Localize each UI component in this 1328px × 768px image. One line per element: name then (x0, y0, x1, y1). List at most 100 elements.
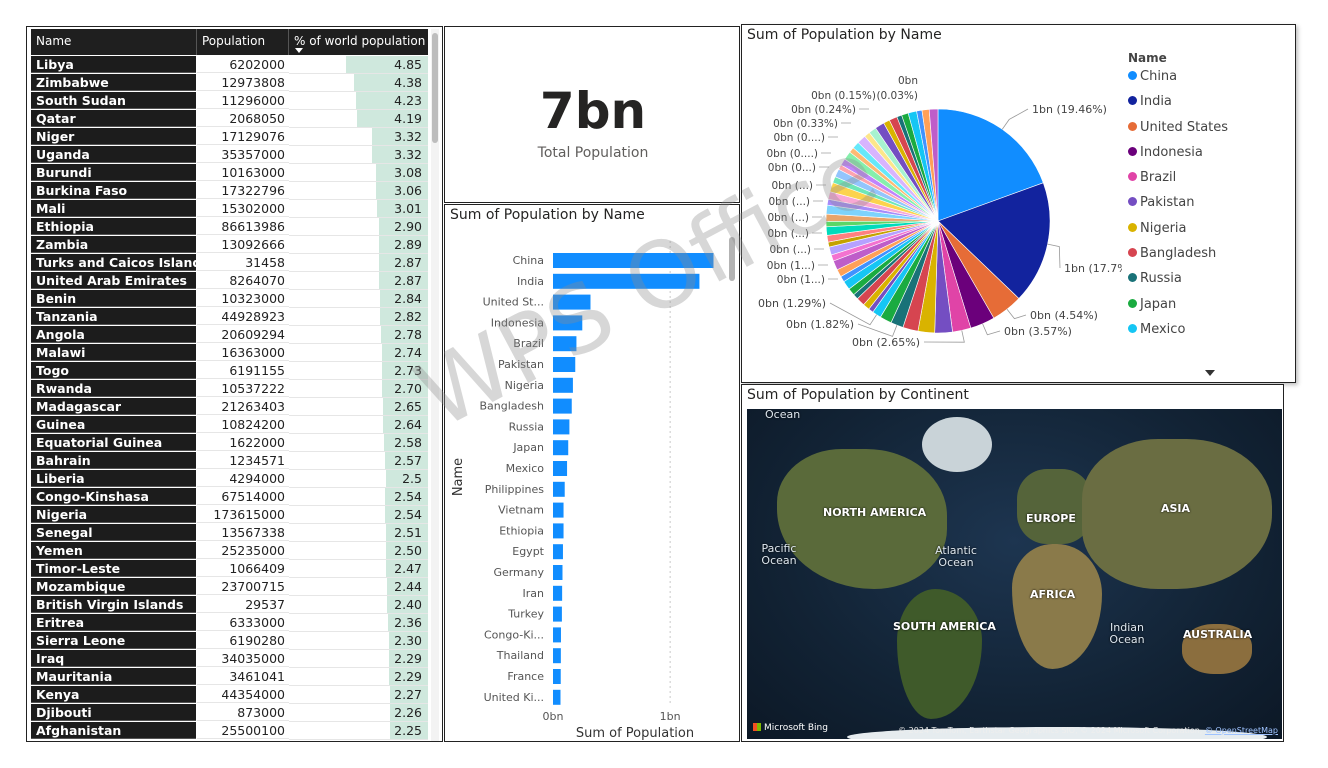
table-row[interactable]: Niger 17129076 3.32 (31, 128, 428, 146)
table-row[interactable]: Togo 6191155 2.73 (31, 362, 428, 380)
table-row[interactable]: Turks and Caicos Islands 31458 2.87 (31, 254, 428, 272)
legend-item-pakistan[interactable]: Pakistan (1128, 195, 1288, 220)
bar-pakistan[interactable] (553, 357, 576, 372)
table-row[interactable]: Djibouti 873000 2.26 (31, 704, 428, 722)
column-header-population[interactable]: Population (197, 29, 289, 55)
pie-small-label: 0bn (0.24%) (791, 104, 856, 116)
table-row[interactable]: Equatorial Guinea 1622000 2.58 (31, 434, 428, 452)
bar-indonesia[interactable] (553, 315, 583, 331)
pie-chart[interactable]: 1bn (19.46%) 1bn (17.7%) 0bn (4.54%) 0bn (3… (742, 25, 1122, 383)
table-row[interactable]: Mozambique 23700715 2.44 (31, 578, 428, 596)
table-row[interactable]: South Sudan 11296000 4.23 (31, 92, 428, 110)
scrollbar-thumb[interactable] (432, 33, 438, 143)
bar-philippines[interactable] (553, 481, 565, 497)
cell-population: 6190280 (197, 632, 289, 649)
table-header: Name Population % of world population (31, 29, 428, 55)
legend-item-united-states[interactable]: United States (1128, 120, 1288, 145)
table-row[interactable]: Afghanistan 25500100 2.25 (31, 722, 428, 740)
bar-united-st-[interactable] (553, 294, 591, 310)
bar-thailand[interactable] (553, 648, 561, 664)
table-row[interactable]: Burkina Faso 17322796 3.06 (31, 182, 428, 200)
world-map[interactable]: Ocean NORTH AMERICA EUROPE ASIA AFRICA S… (747, 409, 1282, 739)
table-row[interactable]: Libya 6202000 4.85 (31, 56, 428, 74)
table-row[interactable]: Ethiopia 86613986 2.90 (31, 218, 428, 236)
bar-vietnam[interactable] (553, 502, 564, 518)
bar-congo-ki-[interactable] (553, 627, 561, 643)
pie-slice-other[interactable] (928, 108, 939, 222)
table-row[interactable]: Rwanda 10537222 2.70 (31, 380, 428, 398)
label-atlantic-ocean: Atlantic Ocean (935, 544, 977, 569)
bar-chart-scrollbar[interactable] (729, 235, 735, 735)
table-row[interactable]: Mauritania 3461041 2.29 (31, 668, 428, 686)
legend-scroll-down-icon[interactable] (1205, 370, 1215, 376)
total-population-card[interactable]: 7bn Total Population (444, 26, 740, 203)
bar-egypt[interactable] (553, 544, 563, 560)
table-row[interactable]: British Virgin Islands 29537 2.40 (31, 596, 428, 614)
sort-descending-icon[interactable] (295, 48, 303, 53)
table-row[interactable]: Sierra Leone 6190280 2.30 (31, 632, 428, 650)
legend-item-indonesia[interactable]: Indonesia (1128, 145, 1288, 170)
table-row[interactable]: Madagascar 21263403 2.65 (31, 398, 428, 416)
table-row[interactable]: Timor-Leste 1066409 2.47 (31, 560, 428, 578)
pie-data-label: 0bn (1.82%) (786, 318, 854, 331)
bar-france[interactable] (553, 669, 561, 684)
legend-item-bangladesh[interactable]: Bangladesh (1128, 246, 1288, 271)
column-header-name[interactable]: Name (31, 29, 197, 55)
pie-slice-india[interactable] (937, 182, 1051, 299)
cell-percent: 2.74 (289, 344, 428, 362)
table-row[interactable]: Qatar 2068050 4.19 (31, 110, 428, 128)
bar-brazil[interactable] (553, 336, 577, 352)
bar-mexico[interactable] (553, 461, 568, 476)
table-row[interactable]: Bahrain 1234571 2.57 (31, 452, 428, 470)
table-row[interactable]: Mali 15302000 3.01 (31, 200, 428, 218)
legend-item-japan[interactable]: Japan (1128, 297, 1288, 322)
bar-germany[interactable] (553, 565, 563, 580)
table-row[interactable]: Zimbabwe 12973808 4.38 (31, 74, 428, 92)
bar-nigeria[interactable] (553, 377, 573, 393)
table-row[interactable]: Kenya 44354000 2.27 (31, 686, 428, 704)
table-row[interactable]: Congo-Kinshasa 67514000 2.54 (31, 488, 428, 506)
pie-slice-china[interactable] (937, 108, 1044, 222)
table-row[interactable]: Nigeria 173615000 2.54 (31, 506, 428, 524)
table-row[interactable]: Burundi 10163000 3.08 (31, 164, 428, 182)
bar-japan[interactable] (553, 440, 569, 456)
legend-item-nigeria[interactable]: Nigeria (1128, 221, 1288, 246)
table-scrollbar[interactable] (431, 29, 439, 741)
table-row[interactable]: Zambia 13092666 2.89 (31, 236, 428, 254)
column-header-percent[interactable]: % of world population (294, 34, 426, 48)
table-row[interactable]: Tanzania 44928923 2.82 (31, 308, 428, 326)
legend-item-mexico[interactable]: Mexico (1128, 322, 1288, 347)
map-panel[interactable]: Sum of Population by Continent Ocean NOR… (741, 384, 1284, 742)
table-row[interactable]: Senegal 13567338 2.51 (31, 524, 428, 542)
bar-russia[interactable] (553, 419, 570, 435)
table-row[interactable]: Malawi 16363000 2.74 (31, 344, 428, 362)
table-row[interactable]: Yemen 25235000 2.50 (31, 542, 428, 560)
table-row[interactable]: United Arab Emirates 8264070 2.87 (31, 272, 428, 290)
bar-ethiopia[interactable] (553, 523, 564, 539)
table-row[interactable]: Benin 10323000 2.84 (31, 290, 428, 308)
table-row[interactable]: Eritrea 6333000 2.36 (31, 614, 428, 632)
pie-chart-panel[interactable]: Sum of Population by Name 1bn (19.46%) 1b… (741, 24, 1296, 383)
bar-iran[interactable] (553, 585, 563, 601)
legend-marker-icon (1128, 298, 1137, 308)
bar-united-ki-[interactable] (553, 689, 561, 705)
bar-india[interactable] (553, 273, 700, 289)
scrollbar-thumb[interactable] (729, 237, 735, 281)
table-row[interactable]: Uganda 35357000 3.32 (31, 146, 428, 164)
legend-item-india[interactable]: India (1128, 94, 1288, 119)
table-row[interactable]: Guinea 10824200 2.64 (31, 416, 428, 434)
legend-item-china[interactable]: China (1128, 69, 1288, 94)
legend-item-brazil[interactable]: Brazil (1128, 170, 1288, 195)
percent-data-bar (388, 614, 428, 631)
table-row[interactable]: Iraq 34035000 2.29 (31, 650, 428, 668)
table-row[interactable]: Angola 20609294 2.78 (31, 326, 428, 344)
bar-chart-panel[interactable]: Sum of Population by Name China India Unit… (444, 204, 740, 742)
bar-chart[interactable]: China India United St... Indonesia Brazil Pak… (445, 205, 740, 742)
bar-turkey[interactable] (553, 606, 562, 622)
bar-bangladesh[interactable] (553, 398, 572, 414)
table-row[interactable]: Liberia 4294000 2.5 (31, 470, 428, 488)
percent-data-bar (389, 686, 428, 703)
openstreetmap-link[interactable]: © OpenStreetMap (1204, 726, 1278, 735)
legend-item-russia[interactable]: Russia (1128, 271, 1288, 296)
bar-china[interactable] (553, 253, 714, 268)
